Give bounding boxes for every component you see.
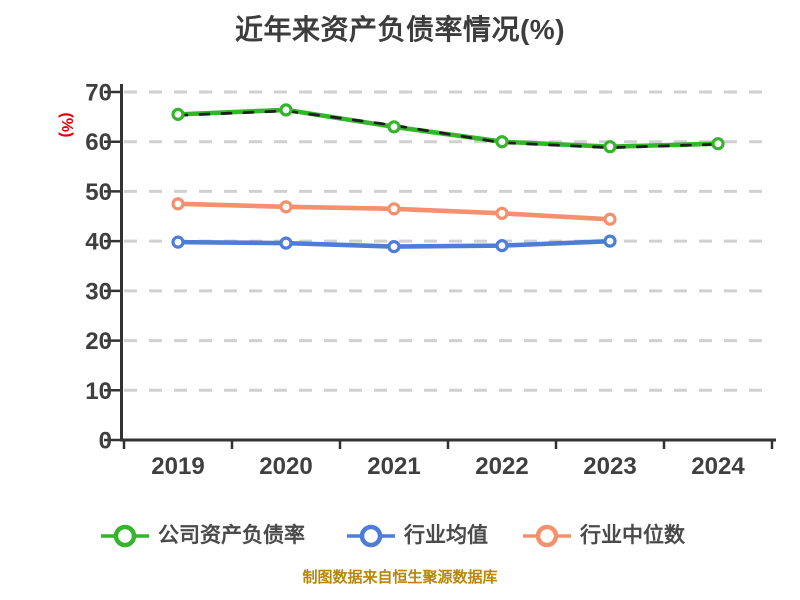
legend-item-company-debt-ratio: 公司资产负债率 [100, 520, 305, 552]
x-axis-tick-label: 2019 [151, 453, 204, 480]
series-line-dashed-overlay [176, 109, 720, 150]
legend-circle [359, 524, 383, 548]
chart-legend: 公司资产负债率 行业均值 行业中位数 [0, 520, 800, 556]
y-axis-tick-label: 20 [85, 328, 112, 355]
data-point-marker [171, 235, 185, 249]
data-point-marker [387, 240, 401, 254]
data-point-marker [495, 135, 509, 149]
legend-circle [535, 524, 559, 548]
data-source-note: 制图数据来自恒生聚源数据库 [302, 569, 498, 586]
legend-item-industry-mean: 行业均值 [346, 520, 488, 552]
data-point-marker [387, 202, 401, 216]
legend-marker-icon [347, 524, 395, 548]
y-axis-tick-label: 0 [99, 428, 112, 455]
data-point-marker [171, 107, 185, 121]
y-axis-tick-label: 50 [85, 179, 112, 206]
data-point-marker [603, 140, 617, 154]
y-axis-tick-label: 40 [85, 229, 112, 256]
x-axis-tick-label: 2024 [691, 453, 745, 480]
legend-circle [113, 524, 137, 548]
x-axis-tick-label: 2020 [259, 453, 312, 480]
data-point-marker [279, 200, 293, 214]
y-axis-tick-label: 60 [85, 129, 112, 156]
data-point-marker [279, 103, 293, 117]
legend-label: 行业中位数 [580, 524, 685, 547]
legend-item-industry-median: 行业中位数 [522, 520, 685, 552]
data-point-marker [387, 120, 401, 134]
y-axis-tick-label: 70 [85, 80, 112, 107]
legend-label: 公司资产负债率 [158, 524, 305, 547]
chart-title: 近年来资产负债率情况(%) [234, 14, 566, 45]
x-axis-tick-label: 2023 [583, 453, 636, 480]
data-point-marker [711, 137, 725, 151]
data-point-marker [279, 236, 293, 250]
legend-marker-icon [101, 524, 149, 548]
data-point-marker [495, 239, 509, 253]
y-axis-tick-label: 30 [85, 278, 112, 305]
legend-marker-icon [523, 524, 571, 548]
legend-label: 行业均值 [404, 524, 488, 547]
data-point-marker [603, 212, 617, 226]
data-point-marker [171, 197, 185, 211]
x-axis-tick-label: 2022 [475, 453, 528, 480]
y-axis-tick-label: 10 [85, 378, 112, 405]
data-point-marker [603, 234, 617, 248]
data-point-marker [495, 206, 509, 220]
x-axis-tick-label: 2021 [367, 453, 420, 480]
